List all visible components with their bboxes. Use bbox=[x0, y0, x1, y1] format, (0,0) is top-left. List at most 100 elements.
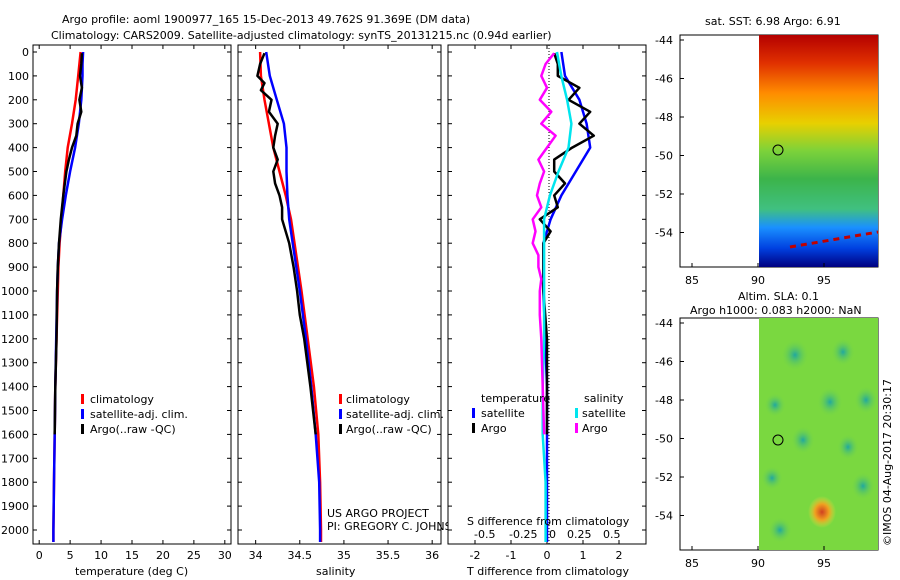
salinity-series bbox=[256, 51, 323, 542]
x-tick-label: 34.5 bbox=[288, 549, 313, 562]
s-difference-xlabel: S difference from climatology bbox=[467, 515, 630, 528]
legend-swatch-argo bbox=[339, 424, 342, 434]
header-line-2: Climatology: CARS2009. Satellite-adjuste… bbox=[51, 29, 552, 42]
depth-tick-label: 1400 bbox=[1, 381, 29, 394]
difference-depth-ticks bbox=[448, 51, 646, 531]
sla-eddy bbox=[837, 434, 859, 460]
map-y-tick-label: -52 bbox=[655, 188, 673, 201]
sst-map-title: sat. SST: 6.98 Argo: 6.91 bbox=[705, 15, 841, 28]
x-tick-label: -1 bbox=[506, 549, 517, 562]
temperature-axes-frame bbox=[32, 44, 232, 545]
legend-swatch-satellite bbox=[81, 409, 84, 419]
legend-satellite-t: satellite bbox=[481, 407, 525, 420]
legend-swatch-climatology bbox=[81, 394, 84, 404]
imos-side-label: ©IMOS 04-Aug-2017 20:30:17 bbox=[881, 379, 894, 546]
map-x-tick-label: 90 bbox=[751, 557, 765, 570]
depth-tick-label: 1900 bbox=[1, 500, 29, 513]
x-tick-label: 34 bbox=[249, 549, 263, 562]
top-tick-label: 0.25 bbox=[567, 528, 592, 541]
sla-map-title-1: Altim. SLA: 0.1 bbox=[738, 290, 819, 303]
map-y-tick-label: -54 bbox=[655, 510, 673, 523]
depth-tick-label: 400 bbox=[8, 142, 29, 155]
x-tick-label: 2 bbox=[616, 549, 623, 562]
sst-map-ticks: -44 -46 -48 -50 -52 -54 85 90 95 bbox=[655, 34, 831, 287]
series-line bbox=[53, 53, 84, 435]
legend-swatch-argo-t bbox=[472, 423, 475, 433]
map-x-tick-label: 95 bbox=[817, 274, 831, 287]
legend-argo-t: Argo bbox=[481, 422, 507, 435]
top-tick-label: 0.5 bbox=[603, 528, 621, 541]
map-x-tick-label: 85 bbox=[685, 557, 699, 570]
sla-map-title-2: Argo h1000: 0.083 h2000: NaN bbox=[690, 304, 862, 317]
top-tick-label: -0.25 bbox=[509, 528, 537, 541]
salinity-axes-frame bbox=[237, 44, 442, 545]
header-line-1: Argo profile: aoml 1900977_165 15-Dec-20… bbox=[62, 13, 471, 26]
depth-tick-label: 700 bbox=[8, 213, 29, 226]
legend-argo-s: Argo bbox=[582, 422, 608, 435]
sla-eddy bbox=[854, 386, 878, 414]
x-tick-label: 35.5 bbox=[376, 549, 401, 562]
map-y-tick-label: -46 bbox=[655, 356, 673, 369]
series-line bbox=[264, 51, 322, 542]
x-tick-label: 15 bbox=[125, 549, 139, 562]
front-line bbox=[789, 230, 879, 249]
legend-temperature-heading: temperature bbox=[481, 392, 550, 405]
x-tick-label: 36 bbox=[425, 549, 439, 562]
x-tick-label: 5 bbox=[67, 549, 74, 562]
x-tick-label: -2 bbox=[470, 549, 481, 562]
x-tick-label: 1 bbox=[580, 549, 587, 562]
x-tick-label: 10 bbox=[94, 549, 108, 562]
x-tick-label: 0 bbox=[544, 549, 551, 562]
series-line bbox=[531, 52, 557, 435]
map-y-tick-label: -50 bbox=[655, 150, 673, 163]
depth-tick-label: 300 bbox=[8, 118, 29, 131]
top-tick-label: 0 bbox=[549, 528, 556, 541]
top-tick-label: -0.5 bbox=[474, 528, 495, 541]
depth-tick-label: 800 bbox=[8, 237, 29, 250]
map-x-tick-label: 90 bbox=[751, 274, 765, 287]
depth-tick-label: 500 bbox=[8, 166, 29, 179]
t-difference-xlabel: T difference from climatology bbox=[466, 565, 629, 578]
depth-tick-label: 1300 bbox=[1, 357, 29, 370]
legend-swatch-argo bbox=[81, 424, 84, 434]
legend-argo: Argo(..raw -QC) bbox=[90, 423, 176, 436]
argo-location-marker bbox=[772, 144, 784, 156]
salinity-depth-ticks bbox=[238, 51, 441, 531]
series-line bbox=[256, 52, 317, 435]
credit-project: US ARGO PROJECT bbox=[327, 507, 429, 520]
depth-tick-label: 1600 bbox=[1, 428, 29, 441]
sla-map-ticks: -44 -46 -48 -50 -52 -54 85 90 95 bbox=[655, 317, 831, 570]
legend-salinity-heading: salinity bbox=[584, 392, 624, 405]
sla-map: -44 -46 -48 -50 -52 -54 85 90 95 Altim. SLA: 0.1… bbox=[655, 290, 894, 570]
temperature-ticks: 0 5 10 15 20 25 30 bbox=[36, 45, 232, 562]
depth-tick-label: 100 bbox=[8, 70, 29, 83]
salinity-panel: 34 34.5 35 35.5 36 salinity climatology sate… bbox=[237, 44, 468, 578]
sla-eddy bbox=[781, 339, 809, 371]
salinity-xlabel: salinity bbox=[316, 565, 356, 578]
sla-eddy bbox=[791, 426, 815, 454]
depth-tick-label: 900 bbox=[8, 261, 29, 274]
depth-tick-label: 200 bbox=[8, 94, 29, 107]
sst-field bbox=[759, 35, 878, 267]
sla-eddy bbox=[851, 472, 875, 500]
credit-pi: PI: GREGORY C. JOHNSON bbox=[327, 520, 468, 533]
legend-climatology: climatology bbox=[346, 393, 410, 406]
difference-panel: -2 -1 0 1 2 T difference from climatology S … bbox=[447, 44, 647, 578]
sla-eddy bbox=[764, 393, 786, 417]
legend-satellite: satellite-adj. clim. bbox=[90, 408, 188, 421]
legend-satellite-s: satellite bbox=[582, 407, 626, 420]
legend-argo: Argo(..raw -QC) bbox=[346, 423, 432, 436]
sla-eddy bbox=[817, 387, 843, 417]
depth-tick-label: 600 bbox=[8, 189, 29, 202]
map-y-tick-label: -44 bbox=[655, 34, 673, 47]
map-y-tick-label: -48 bbox=[655, 111, 673, 124]
sla-eddy-positive bbox=[808, 496, 836, 528]
map-y-tick-label: -52 bbox=[655, 471, 673, 484]
map-x-tick-label: 85 bbox=[685, 274, 699, 287]
depth-tick-label: 1700 bbox=[1, 452, 29, 465]
depth-tick-label: 1000 bbox=[1, 285, 29, 298]
depth-tick-label: 1100 bbox=[1, 309, 29, 322]
depth-tick-label: 0 bbox=[22, 46, 29, 59]
map-x-tick-label: 95 bbox=[817, 557, 831, 570]
